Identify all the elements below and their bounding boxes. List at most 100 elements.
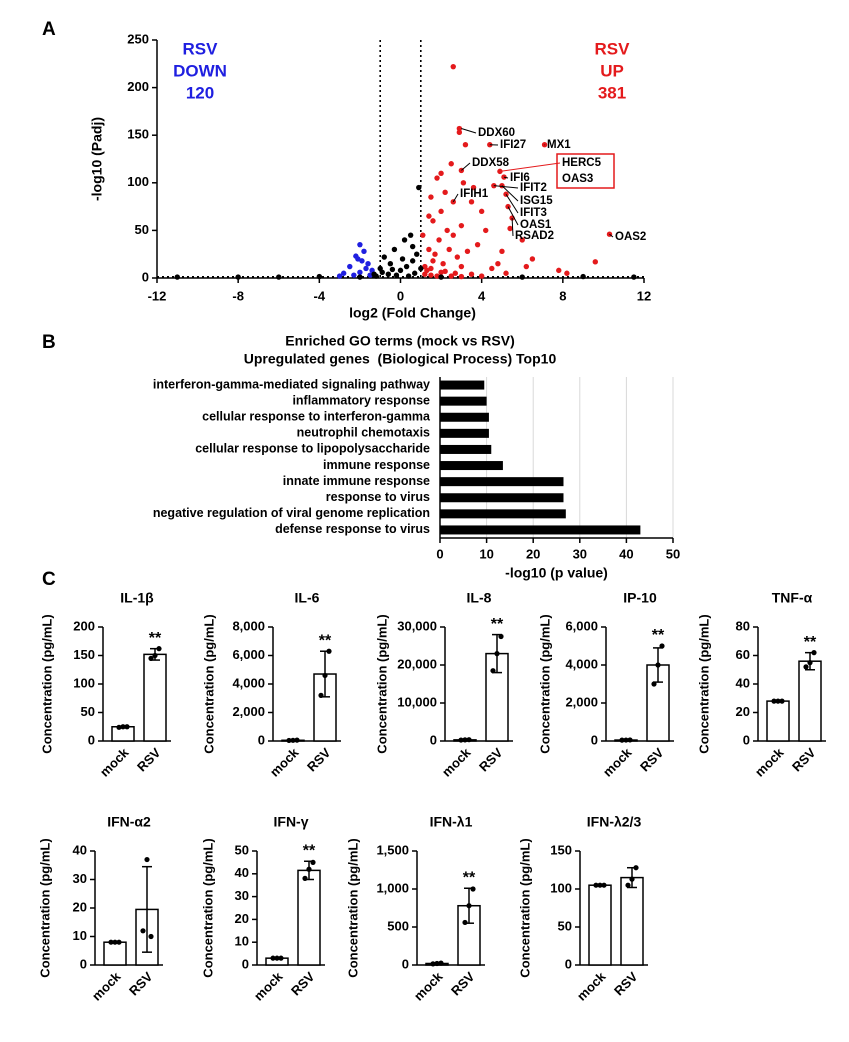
point xyxy=(631,274,637,280)
point xyxy=(108,939,114,945)
gene-label: IFIT2 xyxy=(520,182,547,194)
y-tick-label: 50 xyxy=(81,704,95,719)
point xyxy=(357,269,363,275)
chart-title: IFN-γ xyxy=(274,814,309,830)
point xyxy=(316,273,323,280)
category-label: innate immune response xyxy=(283,474,430,488)
point xyxy=(470,184,477,191)
point xyxy=(340,270,347,276)
point xyxy=(367,272,373,278)
chart-title: Enriched GO terms (mock vs RSV) xyxy=(285,333,515,349)
point xyxy=(286,737,292,744)
x-tick-label: mock xyxy=(89,968,124,1003)
point xyxy=(466,737,472,743)
point xyxy=(430,218,436,224)
y-tick-label: 150 xyxy=(73,647,95,662)
point xyxy=(290,737,296,743)
panel-label: B xyxy=(42,332,56,353)
point xyxy=(418,265,424,272)
leader-line xyxy=(452,193,459,203)
y-tick-label: 100 xyxy=(550,880,572,895)
point xyxy=(148,655,154,661)
point xyxy=(363,265,369,272)
x-tick-label: RSV xyxy=(637,745,667,775)
x-tick-label: RSV xyxy=(134,745,164,775)
point xyxy=(460,180,467,186)
bar xyxy=(440,444,492,454)
point xyxy=(430,961,436,967)
point xyxy=(399,256,406,262)
point xyxy=(436,237,442,243)
significance: ** xyxy=(303,842,316,859)
point xyxy=(659,643,665,649)
point xyxy=(397,267,404,274)
bar xyxy=(440,461,503,471)
point xyxy=(276,274,282,280)
point xyxy=(144,856,150,863)
gene-label: RSAD2 xyxy=(515,230,554,242)
x-tick-label: RSV xyxy=(126,969,156,999)
y-tick-label: 30 xyxy=(235,888,249,903)
category-label: interferon-gamma-mediated signaling path… xyxy=(153,377,430,391)
point xyxy=(468,271,475,277)
x-tick-label: -12 xyxy=(148,288,167,303)
bar xyxy=(798,660,822,742)
y-tick-label: 30 xyxy=(73,871,87,886)
y-tick-label: 40 xyxy=(736,675,750,690)
gene-label: OAS2 xyxy=(615,231,646,243)
y-tick-label: 8,000 xyxy=(232,618,265,633)
point xyxy=(409,258,416,264)
y-tick-label: 10,000 xyxy=(397,694,437,709)
point xyxy=(302,875,308,881)
bar xyxy=(766,700,790,742)
leader-line xyxy=(505,193,519,214)
bar xyxy=(440,428,489,438)
bar xyxy=(588,884,612,966)
point xyxy=(519,274,525,280)
y-tick-label: 40 xyxy=(235,865,249,880)
point xyxy=(438,170,444,176)
point xyxy=(426,246,432,253)
chart-title: IFN-α2 xyxy=(107,814,151,830)
gene-label: IFIH1 xyxy=(460,188,489,200)
point xyxy=(483,227,489,234)
point xyxy=(120,724,126,730)
point xyxy=(448,161,454,167)
point xyxy=(438,960,444,966)
point xyxy=(442,189,448,196)
point xyxy=(498,633,504,640)
y-tick-label: 4,000 xyxy=(565,656,598,671)
point xyxy=(412,270,418,276)
x-tick-label: 0 xyxy=(397,288,404,303)
highlight-box xyxy=(556,153,615,189)
point xyxy=(499,248,505,255)
point xyxy=(448,273,454,279)
x-tick-label: mock xyxy=(97,744,132,779)
gene-label: IFIT3 xyxy=(520,207,547,219)
point xyxy=(450,63,456,70)
x-tick-label: 10 xyxy=(479,546,493,561)
point xyxy=(592,259,598,265)
point xyxy=(775,698,781,704)
leader-line xyxy=(461,128,477,134)
point xyxy=(438,269,444,275)
y-tick-label: 100 xyxy=(73,675,95,690)
group-label: UP xyxy=(600,61,624,80)
chart-title: IP-10 xyxy=(623,590,657,606)
point xyxy=(450,232,456,238)
point xyxy=(365,261,371,267)
point xyxy=(112,939,118,945)
point xyxy=(387,261,394,267)
point xyxy=(503,270,509,276)
chart-title: IL-8 xyxy=(467,590,492,606)
y-tick-label: 50 xyxy=(235,842,249,857)
point xyxy=(391,246,398,253)
x-tick-label: 4 xyxy=(478,288,486,303)
gene-label: IFI6 xyxy=(510,172,530,184)
point xyxy=(450,199,456,205)
point xyxy=(529,256,536,262)
leader-line xyxy=(507,206,519,226)
y-tick-label: 6,000 xyxy=(232,647,265,662)
category-label: cellular response to lipopolysaccharide xyxy=(195,442,430,456)
point xyxy=(462,737,468,743)
